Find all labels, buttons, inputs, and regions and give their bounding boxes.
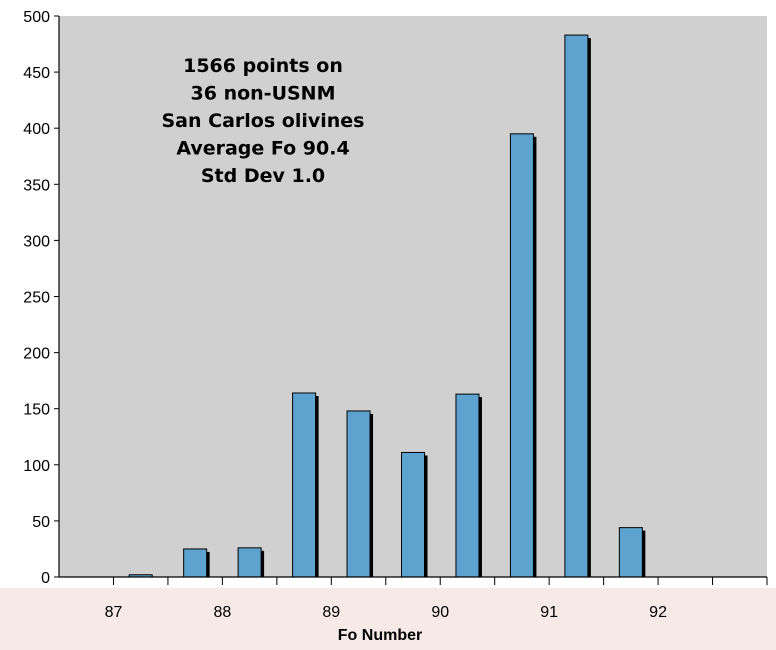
y-tick-label: 50 bbox=[32, 514, 50, 531]
y-tick-label: 0 bbox=[41, 570, 50, 587]
bar bbox=[292, 392, 317, 578]
y-tick-label: 100 bbox=[23, 458, 50, 475]
bar bbox=[509, 133, 534, 578]
bar bbox=[401, 451, 425, 578]
annotation-line: 36 non-USNM bbox=[191, 83, 336, 105]
x-tick-label: 87 bbox=[105, 604, 123, 621]
bar bbox=[237, 547, 262, 578]
x-axis-title: Fo Number bbox=[338, 627, 422, 644]
bar bbox=[183, 548, 208, 578]
y-tick-label: 450 bbox=[23, 65, 50, 82]
y-tick-label: 400 bbox=[23, 121, 50, 138]
annotation-line: Std Dev 1.0 bbox=[201, 165, 325, 187]
annotation-block: 1566 points on 36 non-USNM San Carlos oliv… bbox=[162, 55, 365, 187]
bar bbox=[346, 410, 371, 578]
x-tick-label: 91 bbox=[540, 604, 558, 621]
bar bbox=[564, 34, 589, 578]
annotation-line: 1566 points on bbox=[183, 55, 343, 77]
bar bbox=[618, 527, 643, 578]
y-tick-label: 500 bbox=[23, 9, 50, 26]
y-tick-label: 250 bbox=[23, 290, 50, 307]
annotation-line: San Carlos olivines bbox=[162, 110, 365, 132]
footer-band bbox=[0, 588, 776, 650]
x-tick-label: 90 bbox=[431, 604, 449, 621]
y-tick-label: 300 bbox=[23, 233, 50, 250]
bar-group bbox=[128, 34, 646, 578]
y-tick-label: 350 bbox=[23, 177, 50, 194]
y-tick-label: 200 bbox=[23, 346, 50, 363]
bar bbox=[455, 393, 480, 578]
annotation-line: Average Fo 90.4 bbox=[176, 138, 349, 160]
y-tick-label: 150 bbox=[23, 402, 50, 419]
x-tick-label: 92 bbox=[649, 604, 667, 621]
x-tick-label: 89 bbox=[322, 604, 340, 621]
axes-group: 0 50 100 150 200 250 300 350 400 450 500 87 88 89 90 91… bbox=[23, 9, 768, 621]
x-tick-label: 88 bbox=[213, 604, 231, 621]
